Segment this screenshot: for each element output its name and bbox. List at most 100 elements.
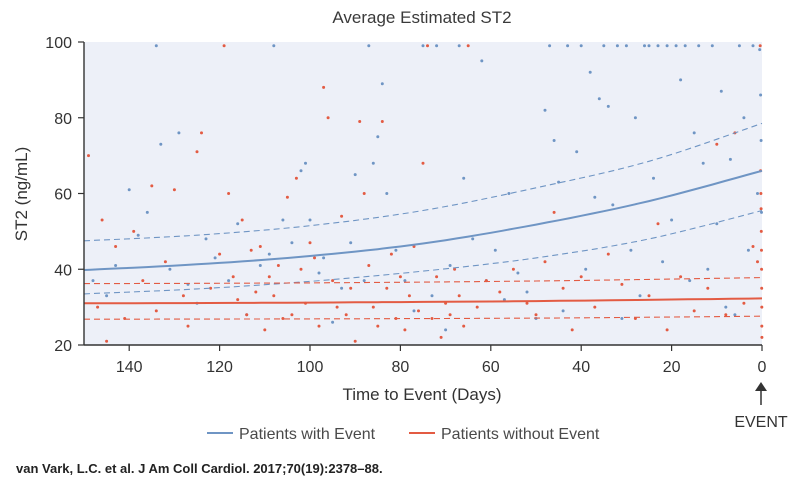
point-with-event <box>145 210 149 214</box>
point-with-event <box>236 222 240 226</box>
point-with-event <box>304 161 307 165</box>
point-without-event <box>335 305 339 309</box>
point-without-event <box>100 218 104 222</box>
x-tick-label: 0 <box>758 359 767 376</box>
point-with-event <box>733 313 737 317</box>
point-without-event <box>254 290 258 294</box>
point-without-event <box>692 309 696 313</box>
point-without-event <box>344 313 348 317</box>
point-with-event <box>448 264 452 267</box>
point-with-event <box>227 279 231 283</box>
point-without-event <box>96 305 100 309</box>
point-without-event <box>706 286 710 290</box>
point-with-event <box>561 309 565 313</box>
point-with-event <box>683 44 687 48</box>
point-with-event <box>548 44 552 48</box>
event-arrow-icon <box>755 382 767 391</box>
point-with-event <box>385 192 389 195</box>
point-without-event <box>759 192 763 195</box>
point-with-event <box>204 237 208 241</box>
point-with-event <box>728 157 732 161</box>
citation: van Vark, L.C. et al. J Am Coll Cardiol.… <box>16 461 383 476</box>
point-without-event <box>453 267 457 271</box>
point-with-event <box>742 116 746 120</box>
point-without-event <box>272 294 276 298</box>
point-without-event <box>281 317 285 320</box>
point-with-event <box>737 44 741 48</box>
point-with-event <box>105 294 109 298</box>
point-without-event <box>759 207 763 211</box>
point-with-event <box>579 44 583 48</box>
point-with-event <box>471 237 475 241</box>
point-with-event <box>701 161 705 165</box>
point-without-event <box>426 44 429 48</box>
point-with-event <box>154 44 158 48</box>
point-with-event <box>656 44 660 48</box>
point-with-event <box>719 89 723 93</box>
point-without-event <box>398 275 402 279</box>
point-without-event <box>326 116 330 120</box>
point-with-event <box>758 48 762 52</box>
point-without-event <box>751 245 755 248</box>
point-without-event <box>141 279 145 283</box>
point-without-event <box>245 313 249 317</box>
point-without-event <box>534 313 538 317</box>
point-without-event <box>349 286 353 290</box>
point-with-event <box>688 279 692 283</box>
point-with-event <box>136 233 140 237</box>
point-without-event <box>258 245 262 248</box>
point-without-event <box>105 339 109 343</box>
point-with-event <box>661 260 665 264</box>
point-without-event <box>756 260 759 264</box>
x-tick-label: 80 <box>392 359 410 376</box>
point-with-event <box>756 192 759 195</box>
point-with-event <box>670 218 674 222</box>
point-without-event <box>87 154 90 158</box>
point-without-event <box>358 120 362 123</box>
point-with-event <box>647 44 651 48</box>
point-without-event <box>340 214 344 218</box>
point-without-event <box>231 275 235 279</box>
point-without-event <box>209 286 213 290</box>
point-without-event <box>407 294 411 298</box>
point-with-event <box>507 192 511 195</box>
point-with-event <box>502 298 506 302</box>
point-without-event <box>114 245 118 248</box>
point-with-event <box>597 97 601 101</box>
point-without-event <box>172 188 176 192</box>
fit-lines <box>83 122 763 320</box>
point-without-event <box>267 275 271 279</box>
point-with-event <box>331 320 335 324</box>
point-without-event <box>132 229 136 233</box>
point-with-event <box>258 264 262 267</box>
point-with-event <box>430 294 434 298</box>
point-with-event <box>412 309 416 313</box>
point-without-event <box>294 176 298 180</box>
point-without-event <box>236 298 240 302</box>
point-with-event <box>394 248 398 252</box>
point-with-event <box>435 44 439 48</box>
fit-line-with-event <box>83 169 763 271</box>
point-without-event <box>760 324 764 328</box>
point-with-event <box>114 264 118 267</box>
point-with-event <box>588 70 592 74</box>
point-without-event <box>593 305 597 309</box>
x-axis: 140 120 100 80 60 40 20 0 <box>116 345 767 376</box>
point-without-event <box>760 248 763 252</box>
point-without-event <box>760 267 764 271</box>
point-with-event <box>706 267 710 271</box>
point-without-event <box>665 328 669 332</box>
point-without-event <box>647 294 651 298</box>
point-without-event <box>760 335 764 339</box>
point-with-event <box>317 271 321 275</box>
point-without-event <box>742 301 746 305</box>
point-without-event <box>200 131 203 135</box>
ci-lower-with-event <box>83 209 763 295</box>
point-with-event <box>444 328 448 332</box>
y-tick-label: 40 <box>54 262 72 279</box>
point-without-event <box>448 313 452 317</box>
point-with-event <box>724 305 728 309</box>
point-without-event <box>715 142 719 146</box>
y-tick-label: 20 <box>54 338 72 355</box>
